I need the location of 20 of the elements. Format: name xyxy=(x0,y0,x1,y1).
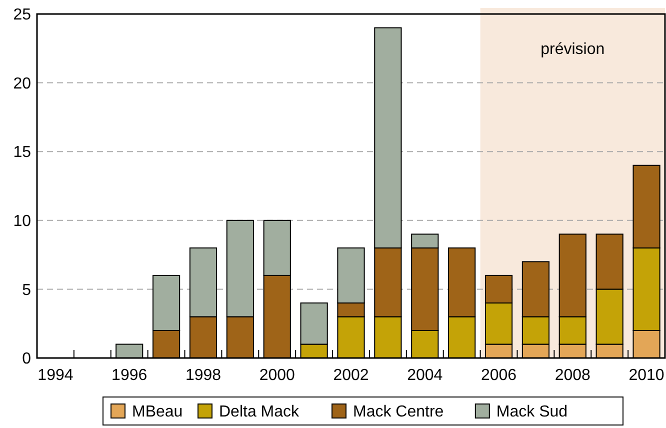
x-tick-label: 2004 xyxy=(407,367,443,384)
legend-label: Delta Mack xyxy=(219,404,300,421)
y-tick-label: 20 xyxy=(13,75,32,92)
legend-label: Mack Sud xyxy=(496,404,568,421)
x-tick-label: 2010 xyxy=(628,367,664,384)
legend-label: Mack Centre xyxy=(353,404,444,421)
legend-label: MBeau xyxy=(132,404,183,421)
y-tick-label: 10 xyxy=(13,213,32,230)
x-tick-label: 2008 xyxy=(554,367,591,384)
x-tick-label: 1994 xyxy=(38,367,74,384)
y-tick-label: 0 xyxy=(22,350,32,368)
x-tick-label: 2002 xyxy=(333,367,369,384)
y-tick-label: 25 xyxy=(13,6,32,24)
x-tick-label: 1998 xyxy=(185,367,222,384)
y-tick-label: 5 xyxy=(22,282,32,299)
x-tick-label: 1996 xyxy=(112,367,148,384)
band-label: prévision xyxy=(540,41,605,58)
y-tick-label: 15 xyxy=(13,144,32,162)
x-tick-label: 2006 xyxy=(480,367,517,384)
x-tick-label: 2000 xyxy=(259,367,296,384)
